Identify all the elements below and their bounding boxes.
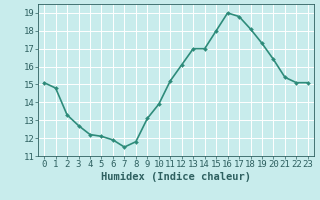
X-axis label: Humidex (Indice chaleur): Humidex (Indice chaleur)	[101, 172, 251, 182]
